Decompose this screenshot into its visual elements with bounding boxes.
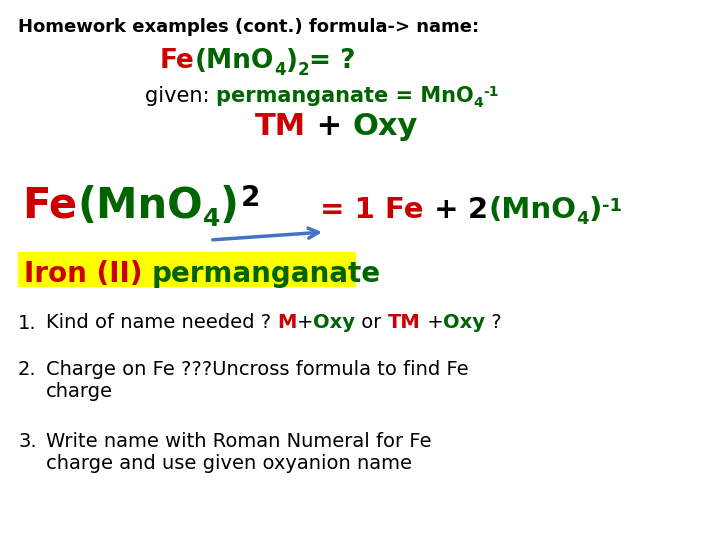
Text: permanganate = MnO: permanganate = MnO — [216, 86, 474, 106]
Text: or: or — [355, 313, 388, 332]
Text: +: + — [423, 196, 468, 224]
Text: Write name with Roman Numeral for Fe: Write name with Roman Numeral for Fe — [46, 432, 431, 451]
Text: Fe: Fe — [160, 48, 194, 74]
Text: 4: 4 — [577, 210, 589, 228]
Text: TM: TM — [388, 313, 420, 332]
Text: 4: 4 — [274, 61, 286, 79]
Text: given:: given: — [145, 86, 216, 106]
Text: ): ) — [286, 48, 298, 74]
Text: Oxy: Oxy — [444, 313, 485, 332]
Text: 2: 2 — [298, 61, 310, 79]
Text: Kind of name needed ?: Kind of name needed ? — [46, 313, 277, 332]
Text: ): ) — [220, 185, 239, 227]
Text: +: + — [306, 112, 353, 141]
Text: 4: 4 — [203, 207, 220, 231]
Text: 4: 4 — [474, 96, 484, 110]
Text: 2: 2 — [241, 184, 261, 212]
Text: ?: ? — [485, 313, 502, 332]
Text: (MnO: (MnO — [77, 185, 203, 227]
Text: +: + — [297, 313, 313, 332]
Text: Iron (II): Iron (II) — [24, 260, 152, 288]
Text: Charge on Fe ???Uncross formula to find Fe: Charge on Fe ???Uncross formula to find … — [46, 360, 469, 379]
Text: 2: 2 — [468, 196, 488, 224]
Text: -1: -1 — [602, 197, 622, 215]
Text: Oxy: Oxy — [313, 313, 355, 332]
Text: (MnO: (MnO — [488, 196, 577, 224]
Text: permanganate: permanganate — [152, 260, 382, 288]
Text: +: + — [420, 313, 444, 332]
Text: M: M — [277, 313, 297, 332]
Text: 2.: 2. — [18, 360, 37, 379]
Text: = ?: = ? — [310, 48, 356, 74]
Text: 1.: 1. — [18, 314, 37, 333]
Text: ): ) — [589, 196, 602, 224]
Text: (MnO: (MnO — [194, 48, 274, 74]
Text: -1: -1 — [484, 85, 499, 99]
Text: 3.: 3. — [18, 432, 37, 451]
Text: Oxy: Oxy — [353, 112, 418, 141]
Text: TM: TM — [255, 112, 306, 141]
Text: charge: charge — [46, 382, 113, 401]
Text: Homework examples (cont.) formula-> name:: Homework examples (cont.) formula-> name… — [18, 18, 479, 36]
Text: Fe: Fe — [22, 185, 77, 227]
Text: charge and use given oxyanion name: charge and use given oxyanion name — [46, 454, 412, 473]
Text: = 1 Fe: = 1 Fe — [320, 196, 423, 224]
